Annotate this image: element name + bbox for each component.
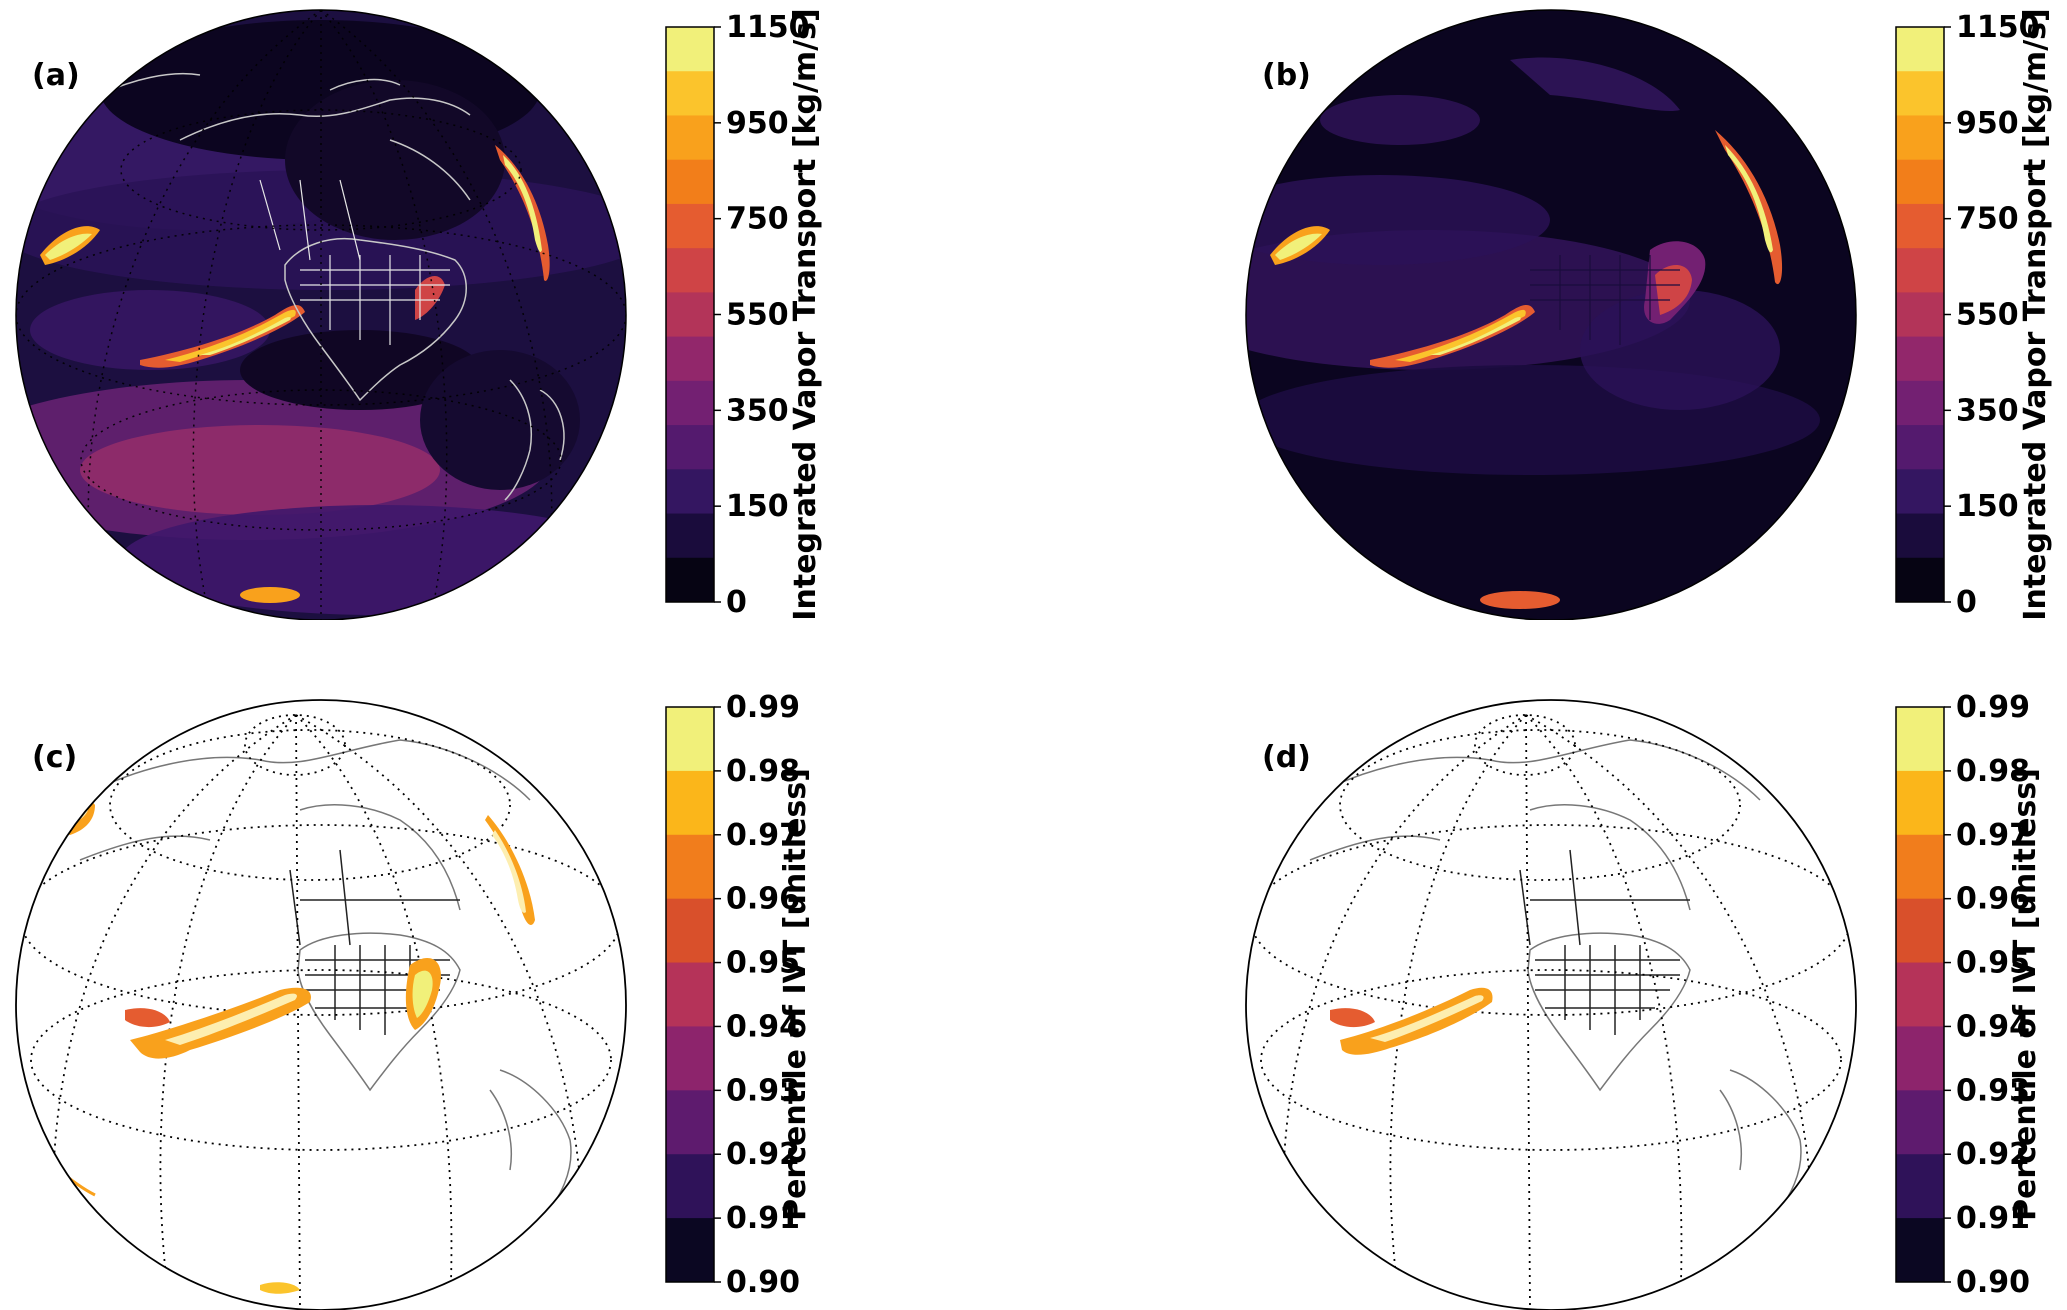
colorbar-segment [666, 707, 714, 772]
colorbar-segment [666, 1090, 714, 1155]
colorbar-segment [666, 557, 714, 603]
colorbar-title: Integrated Vapor Transport [kg/m/s] [788, 8, 823, 620]
colorbar-tick-label: 0.99 [726, 690, 800, 725]
colorbar-tick-label: 0.94 [1956, 1009, 2030, 1044]
colorbar-segment [1896, 292, 1944, 338]
colorbar-tick-label: 0 [726, 585, 747, 620]
colorbar-segment [666, 71, 714, 116]
colorbar-segment [1896, 513, 1944, 559]
colorbar-tick-label: 0.90 [726, 1265, 800, 1300]
colorbar-a: 1150 950 750 550 350 150 0 Integrated Vapor Tra… [665, 8, 823, 621]
colorbar-title: Percentile of IVT [unitless] [778, 768, 813, 1221]
globe-c [15, 699, 627, 1310]
colorbar-segment [666, 1218, 714, 1283]
colorbar-title: Integrated Vapor Transport [kg/m/s] [2018, 8, 2053, 620]
colorbar-tick-label: 350 [726, 393, 789, 428]
colorbar-segment [1896, 469, 1944, 515]
colorbar-tick-label: 0.96 [1956, 882, 2030, 917]
colorbar-border [1895, 706, 1945, 1283]
colorbar-segment [1896, 1218, 1944, 1283]
colorbar-tick-label: 950 [1956, 106, 2019, 141]
colorbar-tick-label: 0.90 [1956, 1265, 2030, 1300]
colorbar-segment [666, 1026, 714, 1091]
colorbar-segment [1896, 707, 1944, 772]
colorbar-tick-label: 0.93 [1956, 1073, 2030, 1108]
colorbar-segment [666, 425, 714, 470]
colorbar-segment [1896, 834, 1944, 900]
colorbar-tick-label: 550 [726, 298, 789, 333]
colorbar-segment [666, 834, 714, 900]
colorbar-tick-label: 0.91 [726, 1201, 800, 1236]
colorbar-segment [1896, 425, 1944, 470]
colorbar-tick-label: 1150 [1956, 10, 2040, 45]
colorbar-segment [666, 27, 714, 72]
colorbar-segment [1896, 962, 1944, 1027]
colorbar-segment [666, 203, 714, 249]
colorbar-tick-label: 1150 [726, 10, 810, 45]
colorbar-segment [666, 1154, 714, 1219]
colorbar-tick-label: 0.98 [726, 754, 800, 789]
colorbar-tick-label: 750 [726, 202, 789, 237]
colorbar-segment [666, 380, 714, 426]
colorbar-tick-label: 0.91 [1956, 1201, 2030, 1236]
colorbar-tick-label: 0.93 [726, 1073, 800, 1108]
colorbar-tick-label: 0.97 [726, 818, 800, 853]
colorbar-border [665, 706, 715, 1283]
colorbar-tick-label: 0.94 [726, 1009, 800, 1044]
colorbar-segment [1896, 770, 1944, 836]
colorbar-tick-label: 0.92 [1956, 1137, 2030, 1172]
colorbar-d: 0.99 0.98 0.97 0.96 0.95 0.94 0.93 0.92 0.91 0.90… [1895, 690, 2043, 1300]
colorbar-tick-label: 150 [1956, 489, 2019, 524]
colorbar-tick-label: 0.95 [726, 946, 800, 981]
colorbar-segment [1896, 115, 1944, 161]
colorbar-segment [1896, 380, 1944, 426]
colorbar-segment [666, 115, 714, 161]
colorbar-segment [666, 336, 714, 382]
panel-b-label: (b) [1262, 58, 1311, 93]
colorbar-segment [1896, 27, 1944, 72]
colorbar-segment [1896, 71, 1944, 116]
globe-a [15, 9, 627, 620]
globe-d [1245, 699, 1857, 1310]
colorbar-tick-label: 750 [1956, 202, 2019, 237]
globe-b [1245, 9, 1857, 620]
colorbar-segment [1896, 203, 1944, 249]
colorbar-tick-label: 350 [1956, 393, 2019, 428]
colorbar-title: Percentile of IVT [unitless] [2008, 768, 2043, 1221]
colorbar-tick-label: 150 [726, 489, 789, 524]
colorbar-segment [1896, 248, 1944, 293]
colorbar-segment [666, 513, 714, 559]
colorbar-segment [1896, 557, 1944, 603]
colorbar-tick-label: 550 [1956, 298, 2019, 333]
colorbar-segment [1896, 1154, 1944, 1219]
colorbar-segment [1896, 898, 1944, 964]
colorbar-c: 0.99 0.98 0.97 0.96 0.95 0.94 0.93 0.92 0.91 0.90… [665, 690, 813, 1300]
panel-d-label: (d) [1262, 740, 1311, 775]
colorbar-tick-label: 0.92 [726, 1137, 800, 1172]
colorbar-segment [1896, 159, 1944, 205]
colorbar-segment [666, 469, 714, 515]
panel-c-label: (c) [32, 740, 78, 775]
colorbar-segment [1896, 1026, 1944, 1091]
colorbar-segment [666, 898, 714, 964]
colorbar-tick-label: 0 [1956, 585, 1977, 620]
colorbar-tick-label: 0.97 [1956, 818, 2030, 853]
colorbar-tick-label: 0.96 [726, 882, 800, 917]
colorbar-segment [666, 248, 714, 293]
colorbar-tick-label: 0.98 [1956, 754, 2030, 789]
colorbar-segment [1896, 1090, 1944, 1155]
colorbar-segment [666, 962, 714, 1027]
colorbar-tick-label: 0.99 [1956, 690, 2030, 725]
colorbar-segment [1896, 336, 1944, 382]
colorbar-segment [666, 770, 714, 836]
colorbar-segment [666, 292, 714, 338]
panel-a-label: (a) [32, 58, 80, 93]
colorbar-segment [666, 159, 714, 205]
colorbar-tick-label: 950 [726, 106, 789, 141]
colorbar-tick-label: 0.95 [1956, 946, 2030, 981]
colorbar-b: 1150 950 750 550 350 150 0 Integrated Vapor Tra… [1895, 8, 2053, 621]
